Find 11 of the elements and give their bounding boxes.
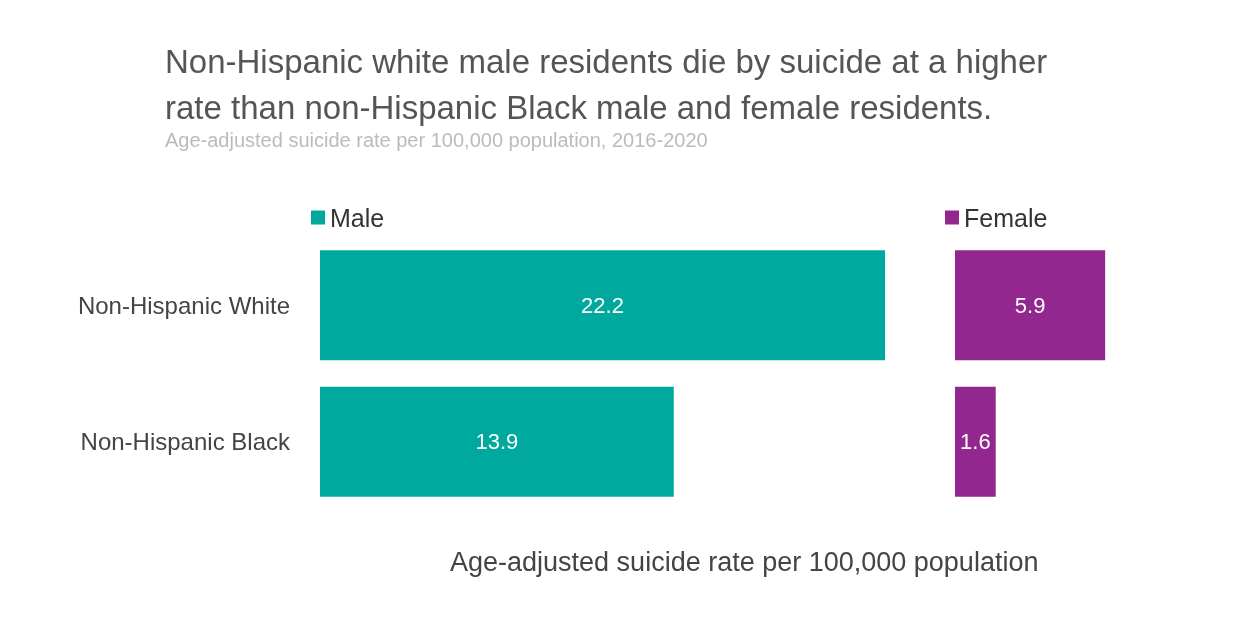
chart-title: Non-Hispanic white male residents die by suicide at a higher rate than non-Hispanic Black male and female residents.	[165, 42, 1057, 126]
x-axis-title: Age-adjusted suicide rate per 100,000 population	[450, 546, 1039, 577]
data-label: 1.6	[960, 429, 991, 455]
legend-label: Male	[330, 203, 385, 232]
legend-label: Female	[964, 203, 1048, 232]
data-label: 13.9	[475, 429, 519, 455]
data-label: 22.2	[581, 292, 624, 318]
y-tick-label: Non-Hispanic White	[77, 291, 290, 319]
y-tick-label: Non-Hispanic Black	[80, 428, 291, 456]
data-label: 5.9	[1014, 292, 1046, 318]
chart-subtitle: Age-adjusted suicide rate per 100,000 population, 2016-2020	[165, 129, 708, 151]
